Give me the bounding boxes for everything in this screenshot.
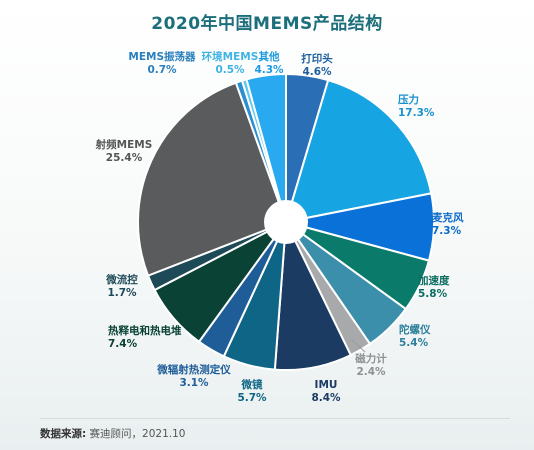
slice-label: 陀螺仪 [399,323,431,336]
slice-label: 环境MEMS [202,50,259,63]
slice-label: 压力 [398,93,419,106]
slice-label: 射频MEMS [95,138,153,151]
slice-value-label: 5.4% [399,337,429,349]
slice-label: 微流控 [105,273,138,286]
slice-label: 打印头 [301,52,333,65]
pie-slice [245,72,287,223]
slice-label: 微辐射热测定仪 [156,363,231,376]
slice-value-label: 4.6% [302,66,332,78]
pie-slice [284,78,433,224]
slice-label: 热释电和热电堆 [108,324,182,337]
slice-value-label: 7.4% [108,338,138,350]
pie-slice [137,81,288,277]
slice-label: 麦克风 [432,211,464,224]
slice-value-label: 7.3% [432,225,462,237]
source-note: 数据来源: 赛迪顾问，2021.10 [40,426,185,441]
slice-value-label: 1.7% [107,287,137,299]
source-text: 赛迪顾问，2021.10 [89,428,186,440]
slice-label: 微镜 [241,378,263,391]
source-prefix: 数据来源: [40,428,87,440]
slice-value-label: 5.7% [237,392,267,404]
leader-line [351,339,366,353]
slice-label: MEMS振荡器 [128,50,196,63]
slice-value-label: 8.4% [311,392,341,404]
slice-value-label: 4.3% [254,64,284,76]
chart-title: 2020年中国MEMS产品结构 [151,14,383,34]
pie-slices [137,72,435,371]
slice-value-label: 0.5% [215,64,245,76]
slice-value-label: 17.3% [398,107,435,119]
slice-value-label: 2.4% [356,366,386,378]
slice-value-label: 3.1% [179,377,209,389]
slice-label: 其他 [259,50,280,63]
slice-label: IMU [315,379,338,391]
slice-value-label: 0.7% [147,64,177,76]
slice-label: 加速度 [417,274,450,287]
slice-label: 磁力计 [355,352,387,365]
pie-center-hole [264,200,308,244]
slice-value-label: 5.8% [418,288,448,300]
source-divider [40,418,510,419]
slice-value-label: 25.4% [106,152,143,164]
